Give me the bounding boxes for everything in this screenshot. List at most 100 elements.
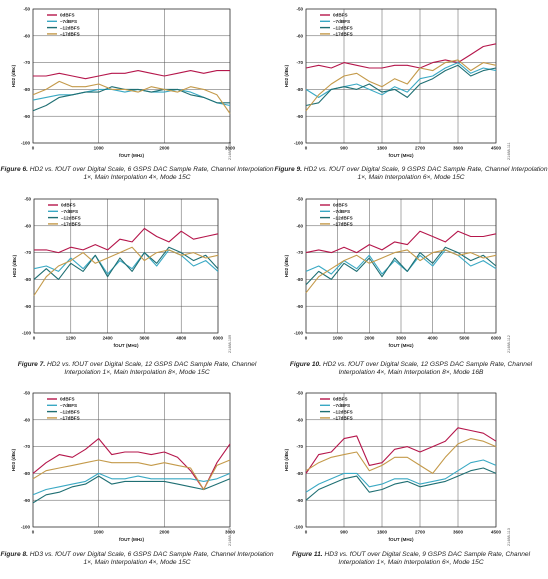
legend-label: –17dBFS: [60, 416, 80, 421]
x-tick-label: 2000: [364, 336, 375, 341]
side-code: 21488-113: [507, 528, 511, 546]
side-code: 21488-109: [228, 334, 232, 353]
legend-label: –7dBFS: [333, 19, 350, 24]
series-line-minus12dBFS: [32, 475, 231, 504]
series-line-minus17dBFS: [305, 59, 497, 112]
legend-label: –17dBFS: [60, 32, 80, 37]
caption-text: HD3 vs. fOUT over Digital Scale, 9 GSPS …: [324, 551, 531, 566]
y-tick-label: -50: [296, 391, 303, 396]
x-tick-label: 3000: [396, 336, 407, 341]
series-line-minus12dBFS: [305, 467, 497, 501]
figure-caption: Figure 8. HD3 vs. fOUT over Digital Scal…: [0, 551, 274, 567]
chart-svg: -50 -60 -70 -80 -90 -1000 1000 2000 3000 4000 5000…: [284, 197, 502, 348]
legend-label: –7dBFS: [61, 209, 78, 214]
series-line-minus17dBFS: [32, 80, 231, 114]
caption-figure-number: Figure 6.: [0, 166, 28, 173]
legend-label: 0dBFS: [61, 203, 76, 208]
x-axis-label: fOUT (MHz): [119, 153, 144, 158]
series-line-0dBFS: [34, 227, 219, 254]
chart-panel-fig7: -50 -60 -70 -80 -90 -100 0 1200 2400 3600 4800 6000…: [0, 193, 274, 386]
y-axis-label: HD2 (dBc): [284, 64, 289, 87]
chart-panel-fig10: -50 -60 -70 -80 -90 -100 0 1000 2000 3000 4000 5000…: [274, 193, 548, 386]
chart-panel-fig9: -50 -60 -70 -80 -90 -100 0 900 1800 2700 3600 4500 H…: [274, 0, 548, 193]
y-tick-label: -70: [23, 444, 30, 449]
x-tick-label: 4500: [491, 530, 502, 535]
x-tick-label: 1000: [333, 336, 344, 341]
y-tick-label: -70: [296, 250, 303, 255]
x-tick-label: 0: [305, 146, 308, 151]
chart-svg: -50 -60 -70 -80 -90 -1000 1000 2000 3000 HD2 (dBc…: [11, 7, 236, 158]
side-code: 21488-112: [507, 335, 511, 353]
series-line-0dBFS: [305, 43, 497, 69]
y-tick-label: -50: [296, 197, 303, 202]
x-tick-label: 900: [340, 530, 348, 535]
x-tick-label: 1200: [66, 336, 77, 341]
x-tick-label: 0: [33, 336, 36, 341]
x-tick-label: 0: [32, 530, 35, 535]
series-line-minus7dBFS: [305, 249, 497, 275]
y-tick-label: -100: [294, 331, 304, 336]
series-line-minus12dBFS: [32, 86, 230, 112]
plot-frame: [305, 8, 497, 144]
chart-svg: -50 -60 -70 -80 -90 -1000 1000 2000 3000 HD3 (dBc…: [11, 391, 236, 542]
series-line-minus17dBFS: [32, 459, 231, 491]
y-axis-label: HD3 (dBc): [11, 448, 16, 471]
x-tick-label: 0: [32, 146, 35, 151]
x-tick-label: 3000: [225, 530, 236, 535]
legend-label: –17dBFS: [333, 416, 353, 421]
side-code: 21488-108: [228, 141, 232, 160]
plot-frame: [305, 392, 497, 528]
legend-label: –7dBFS: [60, 403, 77, 408]
figure-caption: Figure 11. HD3 vs. fOUT over Digital Sca…: [274, 551, 548, 567]
chart-svg: -50 -60 -70 -80 -90 -1000 900 1800 2700 3600 4500 H…: [284, 7, 502, 158]
x-tick-label: 2400: [103, 336, 114, 341]
figure-caption: Figure 9. HD2 vs. fOUT over Digital Scal…: [274, 166, 548, 182]
legend-label: 0dBFS: [333, 13, 348, 18]
chart-panel-fig6: -50 -60 -70 -80 -90 -100 0 1000 2000 3000 HD2 (dBc…: [0, 0, 274, 193]
series-line-0dBFS: [33, 70, 230, 80]
caption-figure-number: Figure 7.: [17, 361, 46, 368]
x-tick-label: 4000: [428, 336, 439, 341]
chart-svg: -50 -60 -70 -80 -90 -1000 900 1800 2700 3600 4500 H…: [284, 391, 502, 542]
series-line-minus7dBFS: [32, 88, 231, 107]
y-axis-label: HD2 (dBc): [11, 64, 16, 87]
x-axis-label: fOUT (MHz): [119, 537, 144, 542]
y-axis-label: HD2 (dBc): [12, 254, 17, 277]
y-axis-label: HD3 (dBc): [284, 448, 289, 471]
legend-label: 0dBFS: [333, 397, 348, 402]
y-tick-label: -80: [296, 471, 303, 476]
side-code: 21488-111: [507, 142, 511, 160]
y-tick-label: -70: [296, 444, 303, 449]
y-tick-label: -90: [296, 304, 303, 309]
y-tick-label: -80: [296, 87, 303, 92]
x-axis-label: fOUT (MHz): [388, 153, 413, 158]
x-tick-label: 3600: [139, 336, 150, 341]
caption-figure-number: Figure 8.: [0, 551, 28, 558]
x-tick-label: 1800: [377, 530, 388, 535]
x-axis-label: fOUT (MHz): [388, 343, 413, 348]
legend-label: –12dBFS: [60, 409, 80, 414]
caption-figure-number: Figure 11.: [291, 551, 323, 558]
series-line-minus17dBFS: [305, 438, 497, 474]
y-tick-label: -60: [23, 417, 30, 422]
caption-text: HD2 vs. fOUT over Digital Scale, 12 GSPS…: [322, 361, 533, 376]
series-line-minus17dBFS: [305, 249, 497, 294]
y-tick-label: -80: [23, 87, 30, 92]
legend-label: –12dBFS: [333, 25, 353, 30]
x-tick-label: 3000: [225, 146, 236, 151]
caption-text: HD2 vs. fOUT over Digital Scale, 9 GSPS …: [303, 166, 548, 181]
legend-label: –12dBFS: [60, 25, 80, 30]
x-tick-label: 3600: [453, 146, 464, 151]
x-tick-label: 5000: [459, 336, 470, 341]
y-tick-label: -90: [296, 498, 303, 503]
figure-caption: Figure 10. HD2 vs. fOUT over Digital Sca…: [274, 361, 548, 377]
x-tick-label: 6000: [213, 336, 224, 341]
y-tick-label: -100: [294, 141, 304, 146]
y-tick-label: -70: [23, 60, 30, 65]
series-line-minus12dBFS: [33, 246, 219, 280]
series-line-minus12dBFS: [305, 246, 497, 286]
y-tick-label: -70: [296, 60, 303, 65]
x-axis-label: fOUT (MHz): [388, 537, 413, 542]
legend-label: –17dBFS: [61, 222, 81, 227]
y-tick-label: -100: [21, 141, 31, 146]
